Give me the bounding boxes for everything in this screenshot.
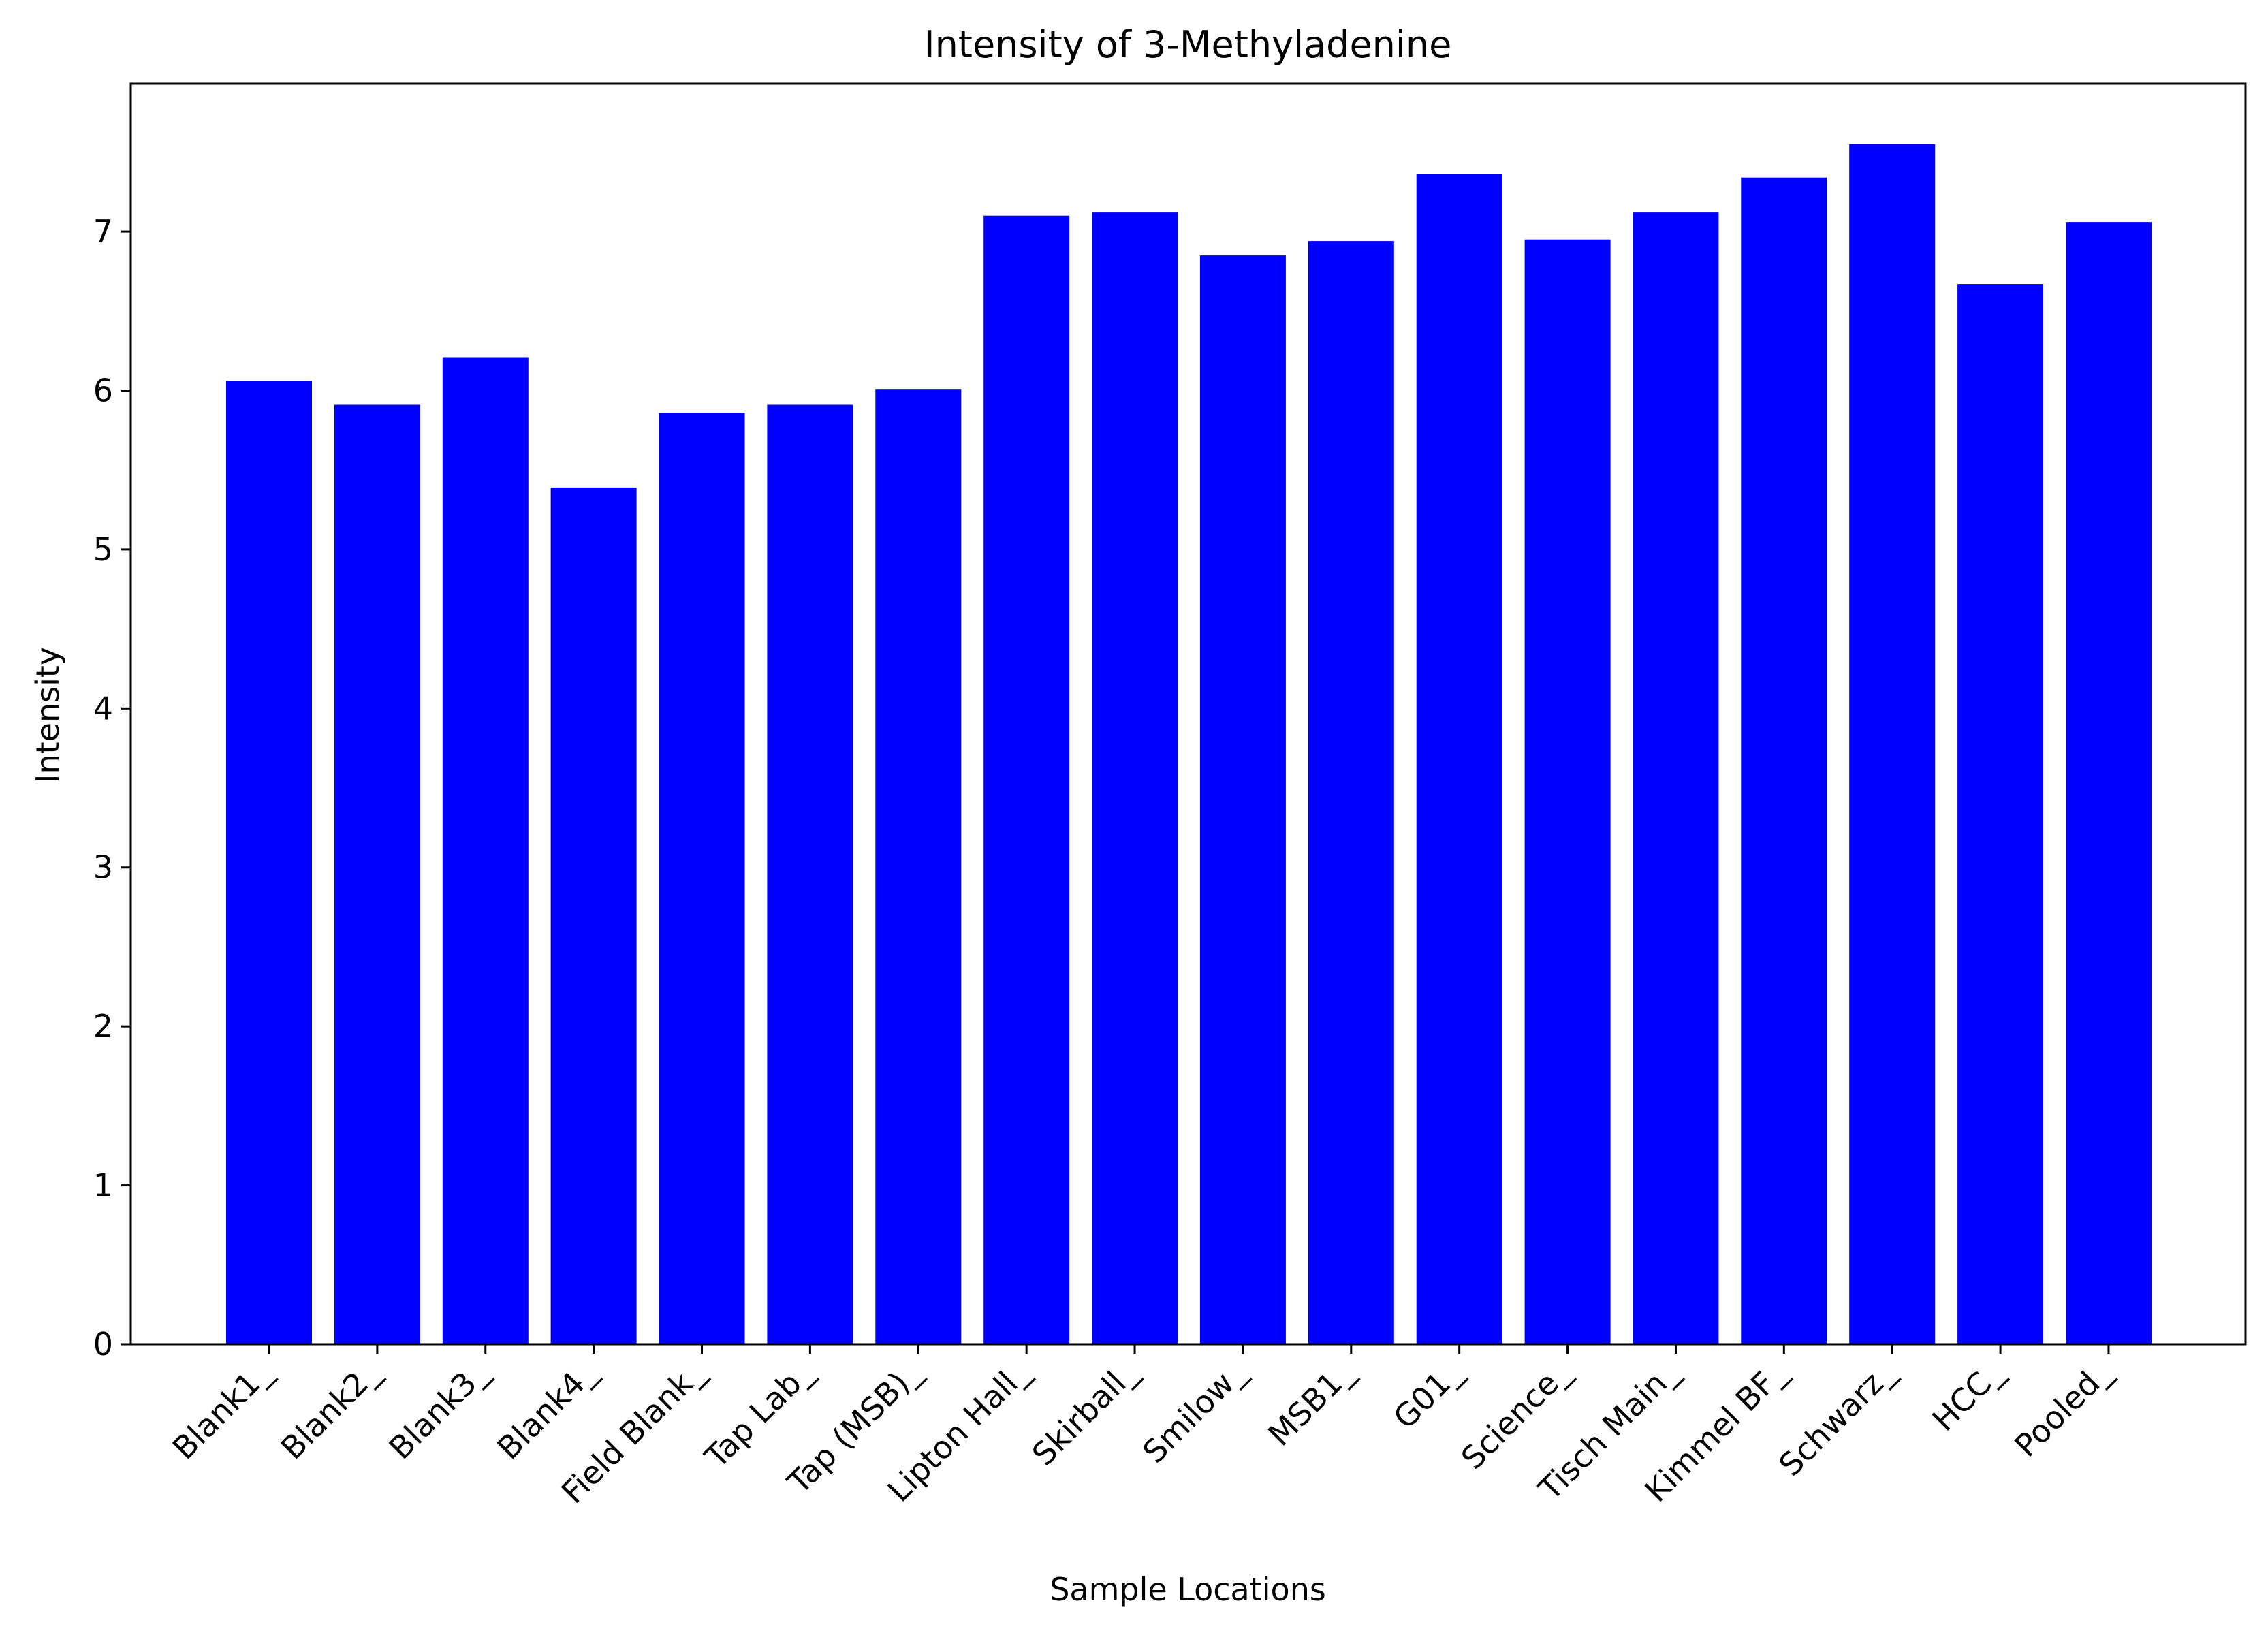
y-tick-label: 5 (93, 531, 113, 568)
y-tick-label: 6 (93, 372, 113, 409)
bar (1957, 284, 2044, 1345)
chart-title: Intensity of 3-Methyladenine (924, 23, 1452, 66)
bar (875, 389, 962, 1345)
bar (1633, 212, 1719, 1345)
x-axis-label: Sample Locations (1050, 1571, 1326, 1608)
y-tick-label: 0 (93, 1326, 113, 1363)
bar (2066, 222, 2152, 1345)
bar (334, 404, 420, 1344)
bar (226, 381, 312, 1344)
bar (442, 357, 529, 1344)
bar (1092, 212, 1178, 1345)
bars-layer (226, 144, 2152, 1345)
bar (1741, 177, 1827, 1345)
bar (1524, 239, 1611, 1345)
y-tick-label: 7 (93, 213, 113, 250)
y-axis-label: Intensity (29, 647, 66, 783)
bar (1849, 144, 1936, 1345)
y-tick-label: 2 (93, 1008, 113, 1045)
y-tick-label: 4 (93, 690, 113, 727)
bar (1199, 255, 1286, 1345)
bar (1416, 174, 1502, 1344)
bar (659, 413, 745, 1345)
y-tick-label: 3 (93, 849, 113, 886)
bar (767, 404, 853, 1344)
bar (1308, 241, 1394, 1345)
y-axis-ticks: 0 1 2 3 4 5 6 7 (93, 213, 131, 1363)
y-tick-label: 1 (93, 1167, 113, 1204)
bar (983, 215, 1070, 1345)
plot-area-frame (129, 82, 2247, 1346)
bar (550, 487, 637, 1344)
